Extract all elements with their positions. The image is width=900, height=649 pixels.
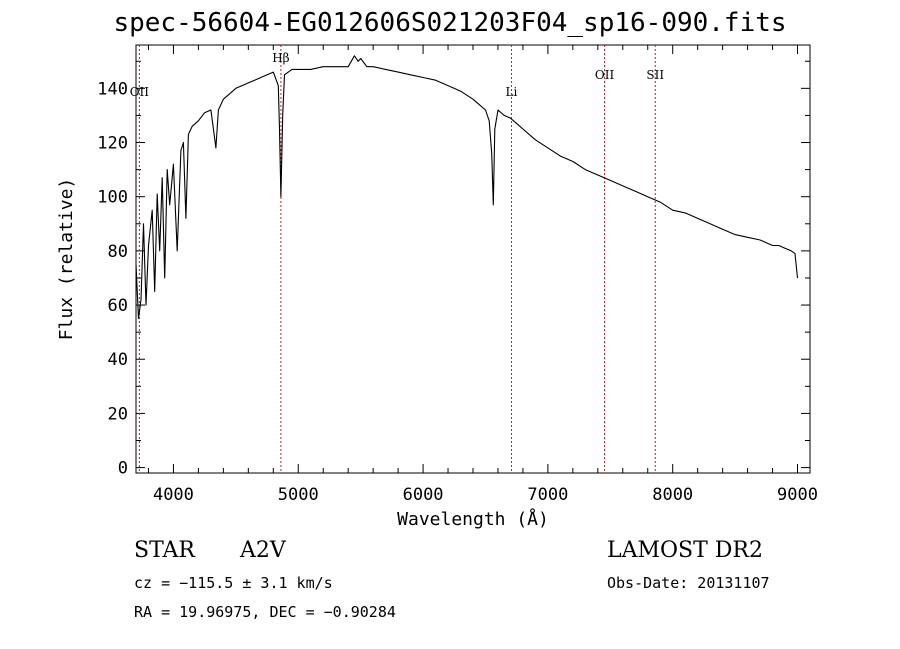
x-tick-label: 6000 (403, 485, 444, 505)
x-tick-label: 7000 (527, 485, 568, 505)
x-tick-label: 8000 (652, 485, 693, 505)
redshift-readout: cz = −115.5 ± 3.1 km/s (134, 574, 333, 592)
object-class: STAR (134, 538, 195, 563)
y-axis-label: Flux (relative) (56, 178, 77, 341)
line-marker-label: SII (646, 68, 664, 82)
survey-label: LAMOST DR2 (607, 538, 763, 563)
x-tick-label: 5000 (278, 485, 319, 505)
y-tick-label: 120 (97, 134, 128, 154)
chart-title: spec-56604-EG012606S021203F04_sp16-090.f… (113, 8, 787, 38)
line-marker-label: OII (130, 85, 150, 99)
plot-frame (135, 44, 811, 474)
line-marker-label: Li (506, 85, 518, 99)
x-tick-label: 4000 (153, 485, 194, 505)
object-subclass: A2V (240, 538, 286, 563)
x-axis-label: Wavelength (Å) (397, 508, 549, 530)
y-tick-label: 80 (108, 242, 128, 262)
y-tick-label: 40 (108, 350, 128, 370)
y-tick-label: 0 (118, 459, 128, 479)
y-tick-label: 100 (97, 188, 128, 208)
obs-date: Obs-Date: 20131107 (607, 574, 770, 592)
line-marker-label: OII (595, 68, 615, 82)
y-tick-label: 20 (108, 404, 128, 424)
coordinates-readout: RA = 19.96975, DEC = −0.90284 (134, 603, 396, 621)
x-tick-label: 9000 (777, 485, 818, 505)
spectrum-line (135, 55, 799, 320)
y-tick-label: 140 (97, 79, 128, 99)
y-tick-label: 60 (108, 296, 128, 316)
line-marker-label: Hβ (272, 51, 289, 65)
